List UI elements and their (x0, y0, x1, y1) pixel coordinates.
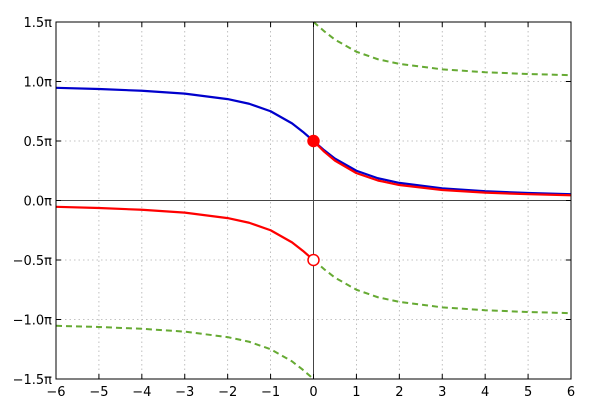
y-tick-label: −1.0π (13, 314, 53, 329)
x-tick-label: −2 (218, 385, 237, 400)
tick-marks (55, 21, 572, 380)
series-line-4 (312, 21, 572, 77)
y-tick-label: 1.5π (23, 16, 52, 31)
zero-axis-lines (56, 22, 571, 379)
x-tick-label: −4 (132, 385, 151, 400)
open-marker (307, 253, 320, 267)
series-line-2 (55, 205, 315, 261)
x-tick-label: −5 (89, 385, 108, 400)
y-tick-labels: −1.5π −1.0π −0.5π 0.0π 0.5π 1.0π 1.5π (13, 16, 53, 388)
filled-marker (307, 134, 320, 148)
marker-group (307, 134, 320, 267)
x-tick-label: 0 (309, 385, 317, 400)
x-tick-label: −6 (46, 385, 65, 400)
y-tick-label: 1.0π (23, 76, 52, 91)
series-line-3 (312, 140, 572, 197)
y-tick-label: 0.5π (23, 135, 52, 150)
series-line-5 (312, 259, 572, 315)
y-tick-label: −0.5π (13, 254, 53, 269)
x-tick-label: 2 (395, 385, 403, 400)
x-tick-label: 6 (567, 385, 575, 400)
x-tick-label: −1 (261, 385, 280, 400)
series-line-6 (55, 324, 315, 380)
y-tick-label: 0.0π (23, 195, 52, 210)
y-tick-label: −1.5π (13, 373, 53, 388)
x-tick-label: −3 (175, 385, 194, 400)
x-tick-labels: −6 −5 −4 −3 −2 −1 0 1 2 3 4 5 6 (46, 385, 575, 400)
x-tick-label: 4 (481, 385, 489, 400)
x-tick-label: 3 (438, 385, 446, 400)
x-tick-label: 1 (352, 385, 360, 400)
x-tick-label: 5 (524, 385, 532, 400)
